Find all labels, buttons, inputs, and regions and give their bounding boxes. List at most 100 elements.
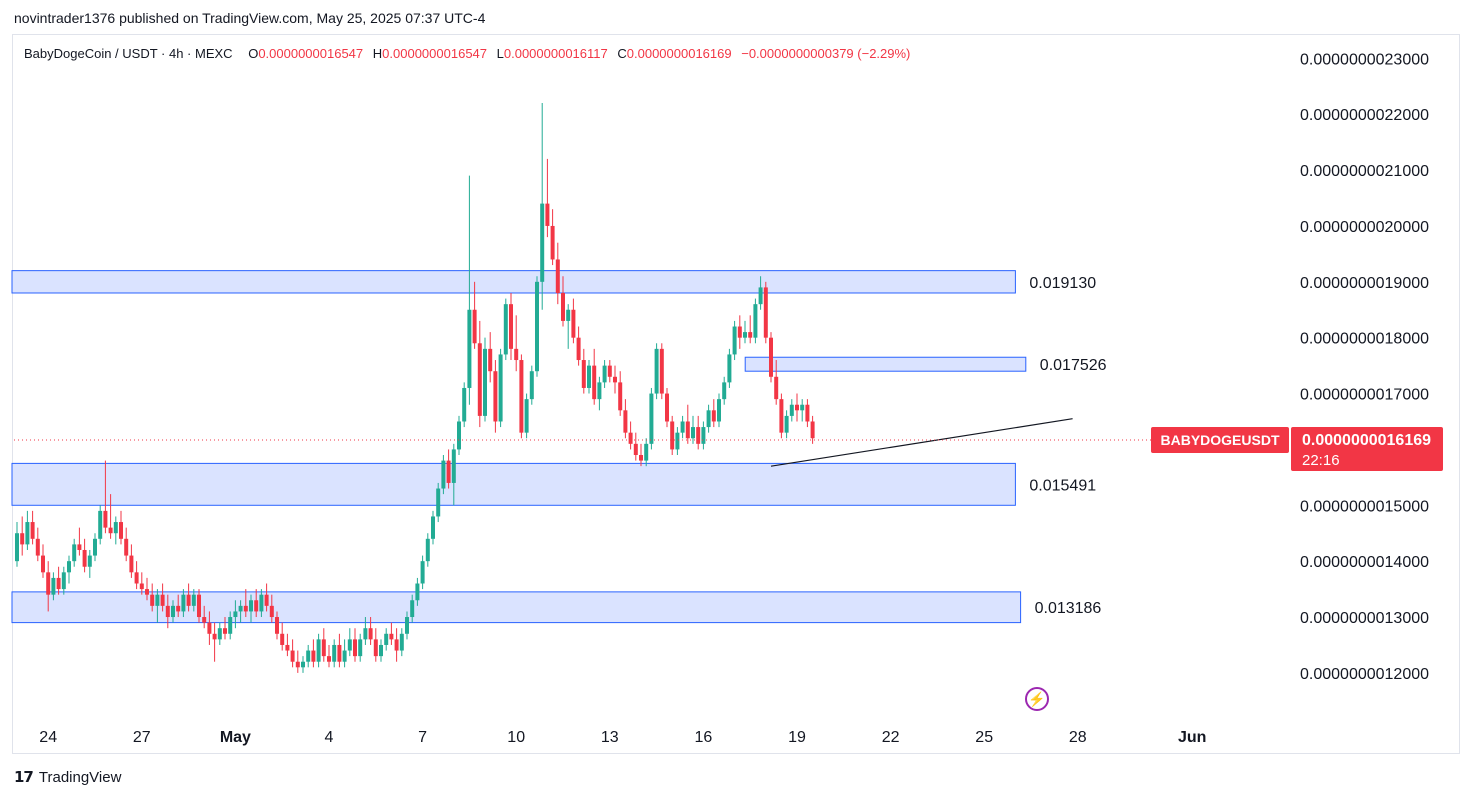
price-tick: 0.0000000020000 <box>1300 219 1429 236</box>
candle-body <box>384 633 389 645</box>
zone-0 <box>11 270 1016 294</box>
candle-body <box>436 488 441 517</box>
price-tick: 0.0000000021000 <box>1300 163 1429 180</box>
candle-body <box>545 203 550 226</box>
candle-body <box>691 427 695 439</box>
price-axis[interactable]: 0.0000000023000 0.0000000022000 0.00000000… <box>1300 51 1429 683</box>
time-tick: 25 <box>975 729 993 746</box>
candle-body <box>711 410 716 422</box>
tradingview-logo[interactable]: 𝟭𝟳 TradingView <box>14 768 122 787</box>
zone-1 <box>744 356 1027 372</box>
candle-body <box>207 622 212 634</box>
candle-body <box>789 404 794 416</box>
close-value: 0.0000000016169 <box>626 46 732 61</box>
candle-body <box>498 354 503 422</box>
candle-body <box>337 644 342 662</box>
price-tick: 0.0000000012000 <box>1300 666 1429 683</box>
candle-body <box>301 661 305 668</box>
candle-body <box>202 617 207 623</box>
candle-body <box>758 287 763 305</box>
candle-body <box>113 522 118 534</box>
candle-body <box>769 337 773 377</box>
candle-body <box>441 460 446 489</box>
symbol-info[interactable]: BabyDogeCoin / USDT · 4h · MEXC <box>24 46 233 61</box>
candle-body <box>592 365 597 400</box>
change-value: −0.0000000000379 (−2.29%) <box>741 46 911 61</box>
time-axis[interactable]: 24 27 May 4 7 10 13 16 19 22 25 28 Jun <box>39 729 1206 746</box>
candle-body <box>316 639 321 662</box>
candle-body <box>353 639 357 657</box>
candle-body <box>540 203 545 282</box>
candle-body <box>399 633 404 651</box>
candle-body <box>639 455 643 461</box>
candle-body <box>613 376 617 383</box>
candle-body <box>748 332 753 338</box>
high-label: H <box>372 46 383 61</box>
price-tick: 0.0000000013000 <box>1300 610 1429 627</box>
candle-body <box>503 304 508 355</box>
candle-body <box>717 399 721 422</box>
candle-body <box>737 326 742 338</box>
symbol-tag <box>1151 426 1289 453</box>
candle-body <box>607 365 612 377</box>
candle-body <box>535 281 539 372</box>
lightning-icon[interactable]: ⚡ <box>1025 687 1049 711</box>
candle-body <box>405 617 409 634</box>
candle-body <box>124 538 129 556</box>
candle-body <box>467 309 472 388</box>
candle-body <box>665 393 669 422</box>
candle-body <box>61 572 66 590</box>
candle-body <box>197 594 201 618</box>
tradingview-logo-icon: 𝟭𝟳 <box>14 769 34 786</box>
time-tick: 27 <box>133 729 151 746</box>
candle-body <box>373 639 378 657</box>
candle-body <box>228 617 233 634</box>
time-tick: Jun <box>1178 729 1206 746</box>
candle-body <box>379 644 383 657</box>
candle-body <box>56 577 61 590</box>
candle-body <box>254 600 259 612</box>
candle-body <box>519 360 524 433</box>
time-tick: 10 <box>507 729 525 746</box>
brand-name: TradingView <box>38 768 122 786</box>
candle-body <box>431 516 435 539</box>
candle-body <box>150 594 155 606</box>
candle-body <box>659 348 664 394</box>
close-label: C <box>617 46 627 61</box>
chart-frame <box>12 34 1460 754</box>
price-tick: 0.0000000022000 <box>1300 107 1429 124</box>
candle-body <box>311 650 316 662</box>
candle-body <box>774 376 779 400</box>
candle-body <box>581 360 586 388</box>
time-tick: 7 <box>418 729 427 746</box>
candles-layer <box>15 103 815 673</box>
zone-label-1: 0.017526 <box>1040 357 1107 374</box>
candle-body <box>160 594 165 606</box>
open-value: 0.0000000016547 <box>258 46 364 61</box>
candle-body <box>477 343 482 416</box>
candle-body <box>524 399 529 433</box>
price-tick: 0.0000000023000 <box>1300 51 1429 68</box>
candle-body <box>670 421 675 450</box>
candle-body <box>618 382 623 411</box>
candle-body <box>103 510 108 528</box>
candle-body <box>155 594 160 606</box>
candle-body <box>561 292 565 321</box>
low-label: L <box>496 46 504 61</box>
candle-body <box>514 348 519 361</box>
candle-body <box>41 555 45 573</box>
candle-body <box>425 538 430 562</box>
price-tick: 0.0000000017000 <box>1300 387 1429 404</box>
candle-body <box>493 371 498 422</box>
candle-body <box>483 348 487 416</box>
candle-body <box>223 628 227 634</box>
candle-body <box>238 605 243 612</box>
candle-body <box>457 421 461 450</box>
candle-body <box>451 449 456 483</box>
overlays-layer: BABYDOGEUSDT 0.0000000016169 22:16 <box>14 418 1443 471</box>
candle-body <box>15 533 19 562</box>
candle-body <box>576 337 581 361</box>
time-tick: 4 <box>325 729 334 746</box>
candle-body <box>35 538 40 556</box>
